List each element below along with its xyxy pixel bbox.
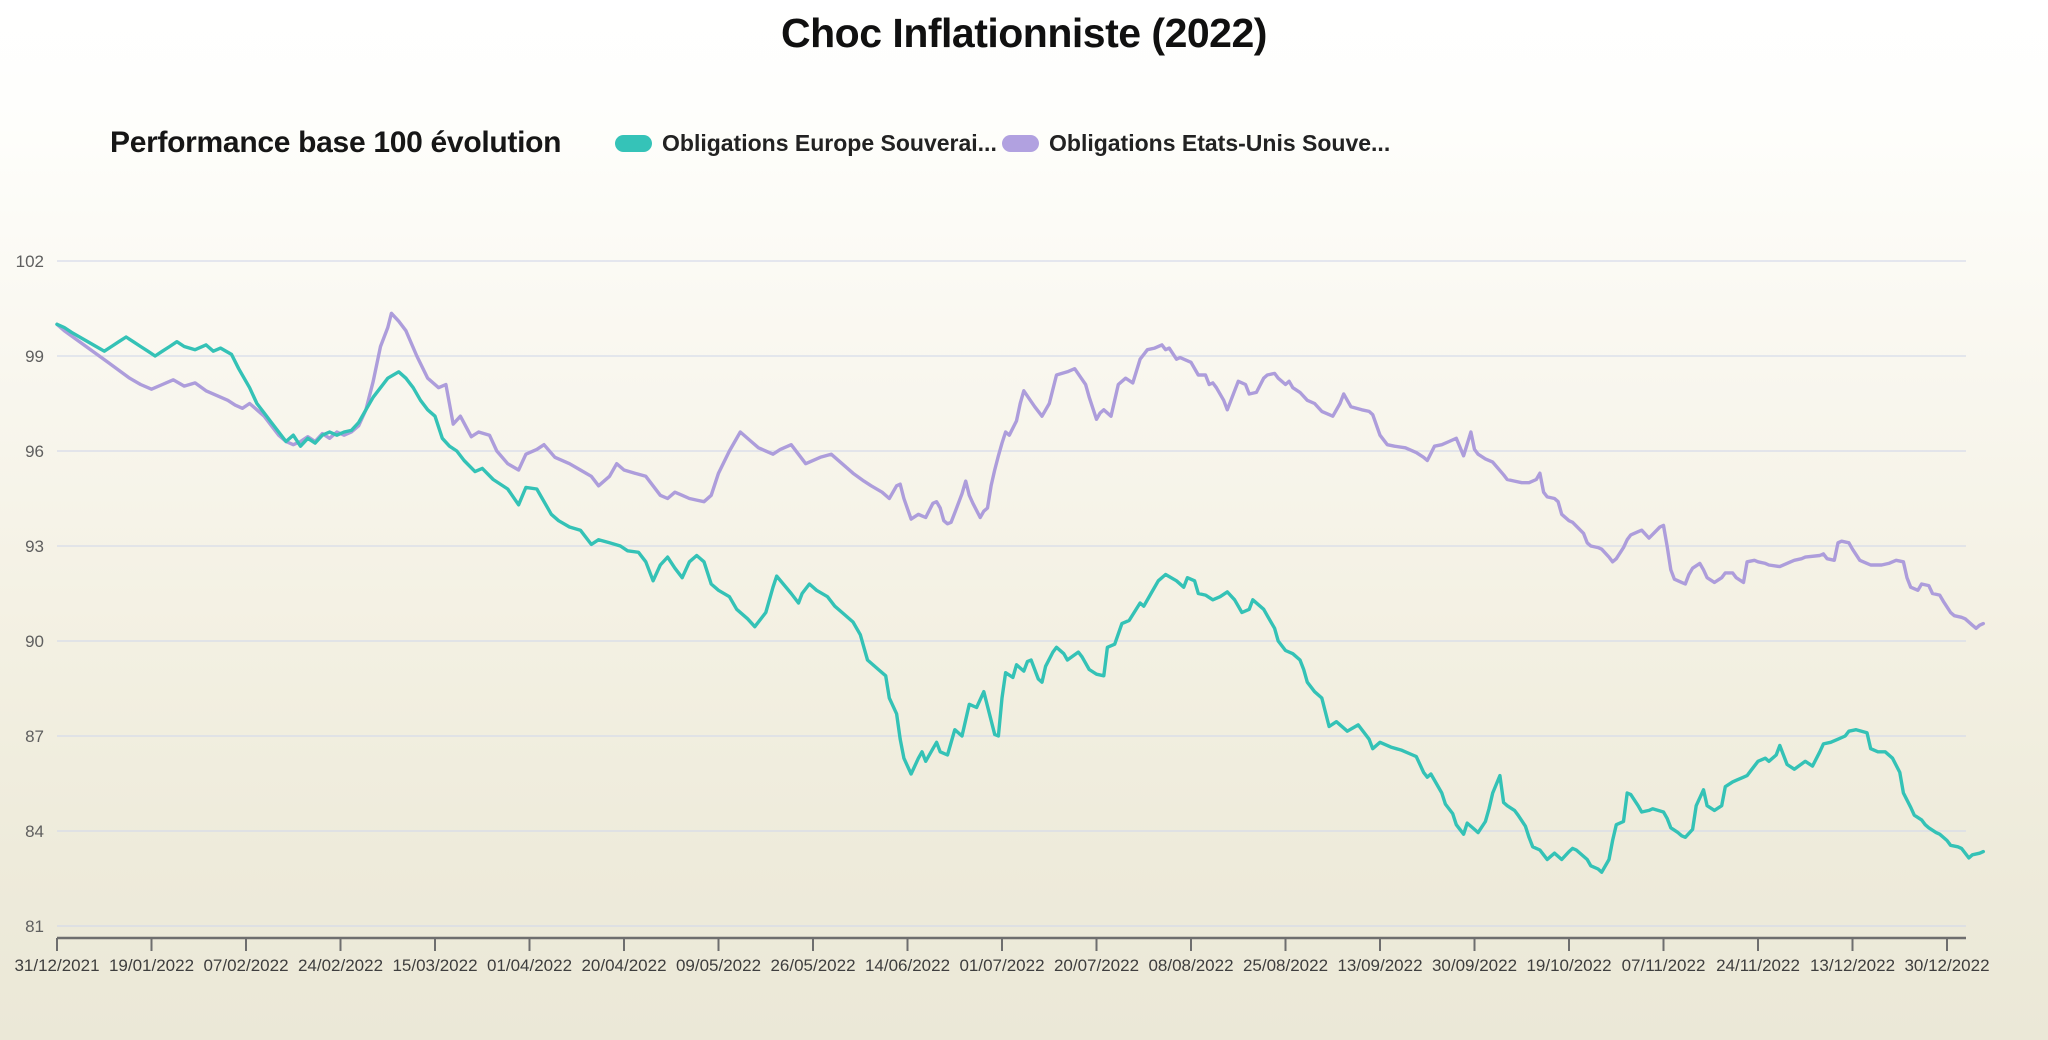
legend-swatch-europe-icon: [615, 134, 652, 152]
y-axis-tick-label: 87: [25, 727, 44, 746]
x-axis-tick-label: 14/06/2022: [865, 956, 950, 975]
x-axis-tick-label: 30/09/2022: [1432, 956, 1517, 975]
legend-item-europe[interactable]: Obligations Europe Souverai...: [615, 126, 997, 160]
x-axis-tick-label: 20/07/2022: [1054, 956, 1139, 975]
series-line-europe[interactable]: [55, 322, 1986, 874]
x-axis-tick-label: 24/11/2022: [1716, 956, 1800, 975]
x-axis-tick-label: 31/12/2021: [14, 956, 99, 975]
x-axis-tick-label: 25/08/2022: [1243, 956, 1328, 975]
y-axis-tick-label: 90: [25, 632, 44, 651]
y-axis-tick-label: 84: [25, 822, 44, 841]
x-axis-tick-label: 13/09/2022: [1337, 956, 1422, 975]
y-axis-tick-label: 93: [25, 537, 44, 556]
y-axis-tick-label: 96: [25, 442, 44, 461]
page-title: Choc Inflationniste (2022): [781, 10, 1267, 56]
legend-heading: Performance base 100 évolution: [110, 126, 562, 159]
x-axis-tick-label: 09/05/2022: [676, 956, 761, 975]
x-axis-tick-label: 01/07/2022: [959, 956, 1044, 975]
x-axis-tick-label: 19/10/2022: [1526, 956, 1611, 975]
x-axis-tick-label: 13/12/2022: [1810, 956, 1895, 975]
series-line-etats-unis[interactable]: [55, 311, 1986, 630]
legend-label-etats-unis: Obligations Etats-Unis Souve...: [1049, 130, 1391, 156]
legend-swatch-etats-unis-icon: [1002, 134, 1039, 152]
x-axis-tick-label: 19/01/2022: [109, 956, 194, 975]
x-axis-tick-label: 07/02/2022: [203, 956, 288, 975]
y-axis-tick-label: 99: [25, 347, 44, 366]
x-axis-tick-label: 15/03/2022: [392, 956, 477, 975]
x-axis-tick-label: 07/11/2022: [1622, 956, 1706, 975]
x-axis-tick-label: 20/04/2022: [581, 956, 666, 975]
x-axis-tick-label: 30/12/2022: [1904, 956, 1989, 975]
x-axis-tick-label: 26/05/2022: [770, 956, 855, 975]
x-axis-tick-label: 01/04/2022: [487, 956, 572, 975]
legend-label-europe: Obligations Europe Souverai...: [662, 130, 997, 156]
x-axis-tick-label: 24/02/2022: [298, 956, 383, 975]
y-axis-tick-label: 81: [25, 917, 44, 936]
y-axis-tick-label: 102: [16, 252, 44, 271]
x-axis-tick-label: 08/08/2022: [1148, 956, 1233, 975]
legend-item-etats-unis[interactable]: Obligations Etats-Unis Souve...: [1002, 126, 1390, 160]
